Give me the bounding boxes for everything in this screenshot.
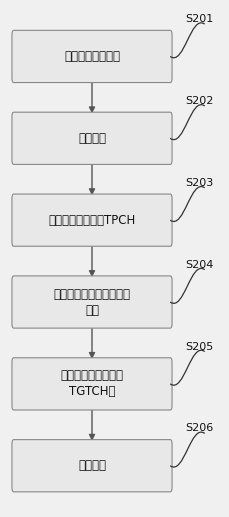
Text: S206: S206 [185, 423, 213, 433]
FancyBboxPatch shape [12, 31, 171, 83]
Text: S203: S203 [185, 178, 213, 188]
Text: S205: S205 [185, 342, 213, 352]
Text: S201: S201 [185, 14, 213, 24]
FancyBboxPatch shape [12, 112, 171, 164]
Text: 登记更新: 登记更新 [78, 132, 106, 145]
Text: S204: S204 [185, 260, 213, 270]
Text: 开机寻找合适小区: 开机寻找合适小区 [64, 50, 120, 63]
FancyBboxPatch shape [12, 194, 171, 246]
FancyBboxPatch shape [12, 276, 171, 328]
Text: S202: S202 [185, 96, 213, 106]
Text: 稳态业务过程（监听
TGTCH）: 稳态业务过程（监听 TGTCH） [60, 369, 123, 399]
FancyBboxPatch shape [12, 439, 171, 492]
Text: 监听集群寻呼信道TPCH: 监听集群寻呼信道TPCH [48, 214, 135, 226]
Text: 发起组呼，建立组呼群组
过程: 发起组呼，建立组呼群组 过程 [53, 287, 130, 316]
FancyBboxPatch shape [12, 358, 171, 410]
Text: 结束组呼: 结束组呼 [78, 459, 106, 472]
